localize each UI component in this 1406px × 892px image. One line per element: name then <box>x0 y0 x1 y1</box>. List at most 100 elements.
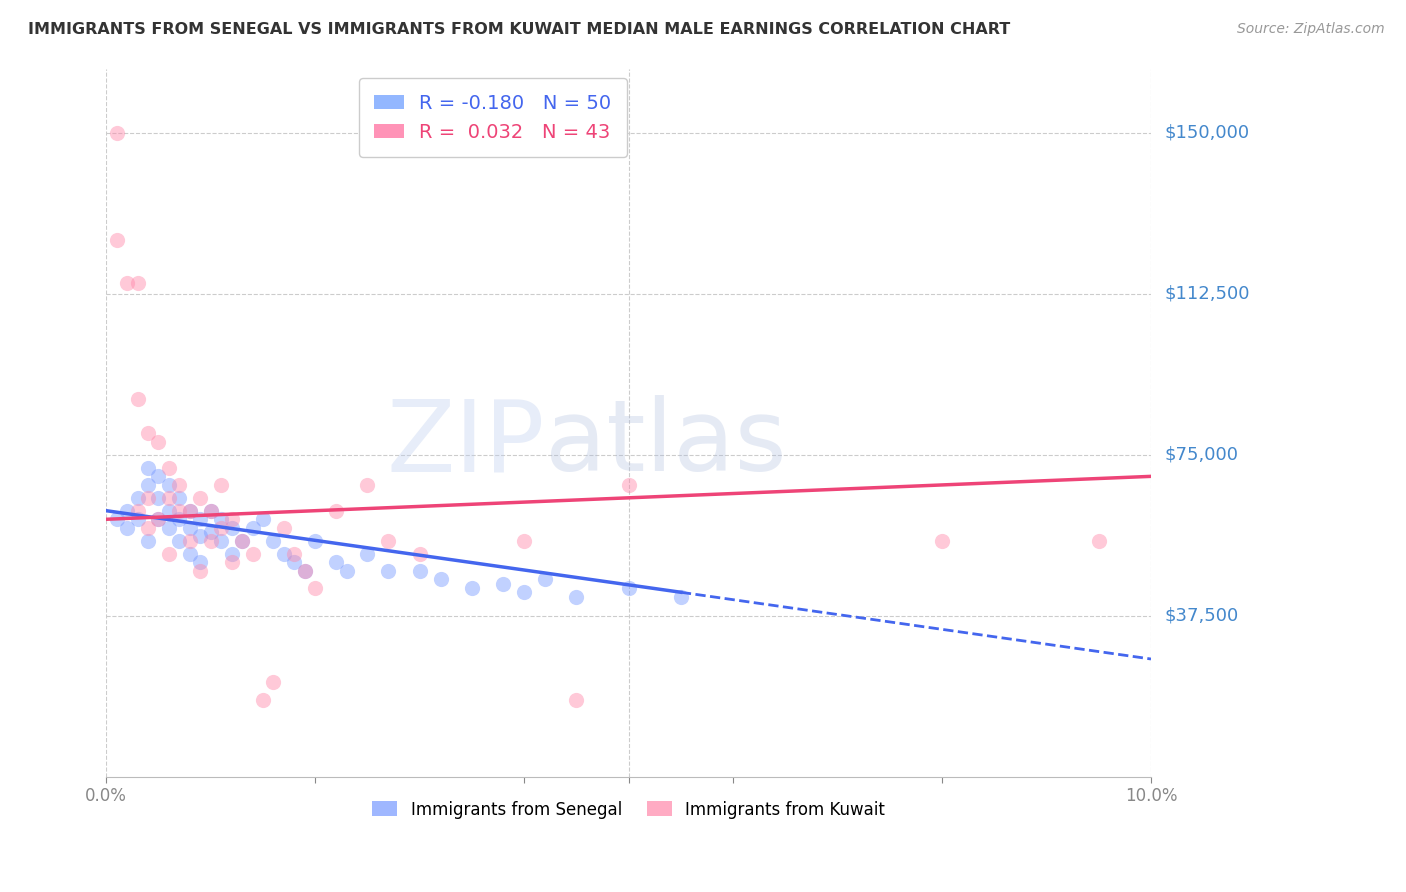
Point <box>221 521 243 535</box>
Point <box>534 573 557 587</box>
Point <box>252 692 274 706</box>
Point <box>273 547 295 561</box>
Point <box>617 478 640 492</box>
Point <box>377 533 399 548</box>
Point <box>408 547 430 561</box>
Point <box>148 435 170 450</box>
Point <box>209 521 232 535</box>
Point <box>179 533 201 548</box>
Point <box>356 547 378 561</box>
Point <box>200 533 222 548</box>
Point <box>221 512 243 526</box>
Point <box>157 547 180 561</box>
Point <box>127 491 149 505</box>
Point <box>136 491 159 505</box>
Point <box>179 504 201 518</box>
Point <box>188 555 211 569</box>
Point <box>408 564 430 578</box>
Point <box>283 555 305 569</box>
Point <box>242 547 264 561</box>
Point <box>157 478 180 492</box>
Point <box>294 564 316 578</box>
Point <box>200 525 222 540</box>
Point <box>148 469 170 483</box>
Text: $112,500: $112,500 <box>1166 285 1250 303</box>
Point <box>304 581 326 595</box>
Point <box>115 276 138 290</box>
Point <box>325 555 347 569</box>
Text: ZIP: ZIP <box>387 395 546 492</box>
Point <box>188 529 211 543</box>
Text: atlas: atlas <box>546 395 787 492</box>
Point <box>513 533 536 548</box>
Point <box>931 533 953 548</box>
Point <box>231 533 253 548</box>
Point <box>221 555 243 569</box>
Point <box>188 512 211 526</box>
Point <box>335 564 357 578</box>
Text: Source: ZipAtlas.com: Source: ZipAtlas.com <box>1237 22 1385 37</box>
Point <box>200 504 222 518</box>
Point <box>1087 533 1109 548</box>
Point <box>565 692 588 706</box>
Point <box>209 512 232 526</box>
Point <box>169 533 191 548</box>
Point <box>188 564 211 578</box>
Point <box>105 233 128 247</box>
Point <box>179 504 201 518</box>
Point <box>157 491 180 505</box>
Point <box>356 478 378 492</box>
Point <box>127 392 149 406</box>
Point <box>429 573 451 587</box>
Text: IMMIGRANTS FROM SENEGAL VS IMMIGRANTS FROM KUWAIT MEDIAN MALE EARNINGS CORRELATI: IMMIGRANTS FROM SENEGAL VS IMMIGRANTS FR… <box>28 22 1011 37</box>
Point <box>148 512 170 526</box>
Point <box>209 478 232 492</box>
Point <box>377 564 399 578</box>
Point <box>252 512 274 526</box>
Point <box>179 521 201 535</box>
Point <box>325 504 347 518</box>
Point <box>115 521 138 535</box>
Point <box>179 547 201 561</box>
Point <box>136 426 159 441</box>
Point <box>188 491 211 505</box>
Point <box>242 521 264 535</box>
Point <box>169 504 191 518</box>
Point <box>169 512 191 526</box>
Point <box>136 478 159 492</box>
Point <box>221 547 243 561</box>
Point <box>127 512 149 526</box>
Point <box>169 478 191 492</box>
Point <box>105 126 128 140</box>
Point <box>304 533 326 548</box>
Point <box>262 533 284 548</box>
Point <box>136 521 159 535</box>
Point <box>157 521 180 535</box>
Text: $75,000: $75,000 <box>1166 446 1239 464</box>
Point <box>492 576 515 591</box>
Point <box>105 512 128 526</box>
Point <box>273 521 295 535</box>
Point <box>209 533 232 548</box>
Text: $37,500: $37,500 <box>1166 607 1239 625</box>
Text: $150,000: $150,000 <box>1166 124 1250 142</box>
Point <box>513 585 536 599</box>
Point <box>115 504 138 518</box>
Legend: Immigrants from Senegal, Immigrants from Kuwait: Immigrants from Senegal, Immigrants from… <box>366 794 891 825</box>
Point <box>136 533 159 548</box>
Point <box>148 491 170 505</box>
Point <box>127 276 149 290</box>
Point <box>169 491 191 505</box>
Point <box>669 590 692 604</box>
Point <box>148 512 170 526</box>
Point <box>127 504 149 518</box>
Point <box>461 581 484 595</box>
Point <box>283 547 305 561</box>
Point <box>136 460 159 475</box>
Point <box>157 504 180 518</box>
Point <box>231 533 253 548</box>
Point <box>262 675 284 690</box>
Point <box>157 460 180 475</box>
Point <box>617 581 640 595</box>
Point <box>200 504 222 518</box>
